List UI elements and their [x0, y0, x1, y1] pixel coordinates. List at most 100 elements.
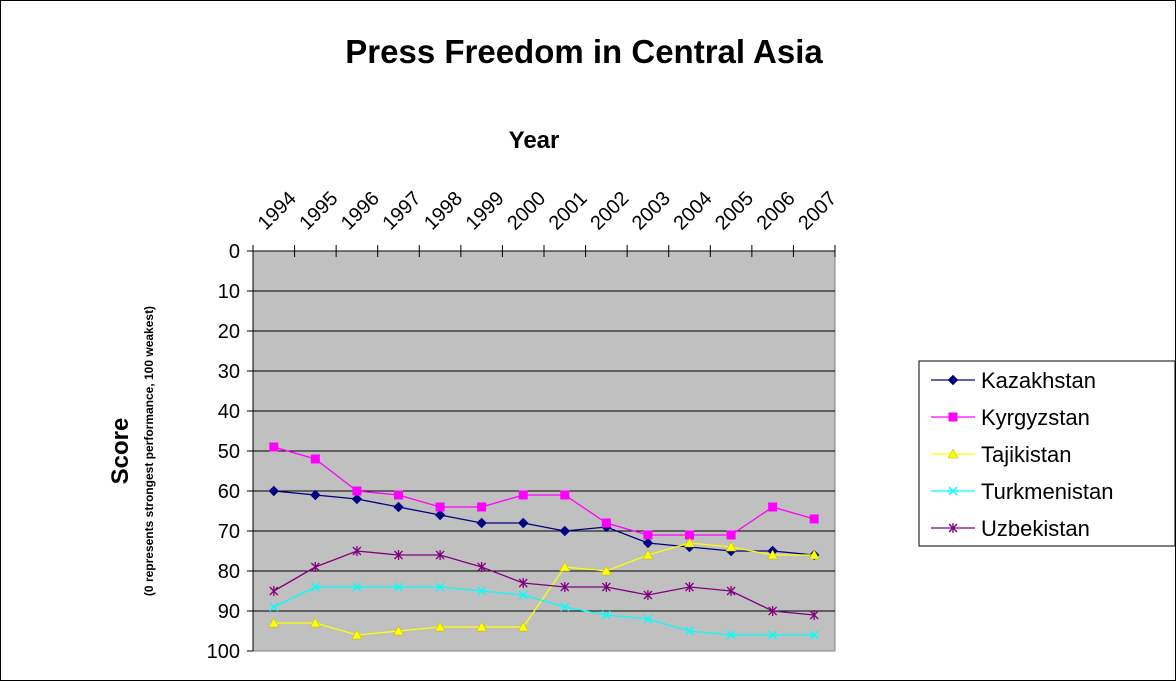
data-point-kazakhstan — [351, 493, 363, 505]
y-tick-label: 20 — [218, 321, 240, 343]
marker-square — [269, 442, 279, 452]
x-tick-label: 2006 — [753, 188, 800, 235]
marker-diamond — [642, 537, 654, 549]
marker-square — [477, 502, 487, 512]
legend-label-kyrgyzstan: Kyrgyzstan — [981, 405, 1090, 430]
data-point-kyrgyzstan — [477, 502, 487, 512]
marker-square — [726, 530, 736, 540]
data-point-kyrgyzstan — [768, 502, 778, 512]
marker-diamond — [393, 501, 404, 513]
legend-marker-kyrgyzstan — [948, 412, 958, 422]
data-point-uzbekistan — [269, 586, 279, 596]
data-point-tajikistan — [351, 629, 363, 640]
legend-marker-tajikistan — [947, 448, 959, 459]
data-point-kazakhstan — [268, 485, 279, 497]
x-tick-label: 1997 — [378, 188, 425, 235]
marker-triangle — [351, 629, 363, 640]
data-point-uzbekistan — [726, 586, 736, 596]
marker-x-stroke — [684, 626, 695, 636]
marker-square — [394, 490, 403, 500]
data-point-kyrgyzstan — [518, 490, 528, 500]
marker-triangle — [947, 448, 959, 459]
data-point-turkmenistan — [768, 630, 778, 640]
series-line-turkmenistan — [273, 586, 815, 636]
marker-diamond — [310, 489, 321, 501]
y-tick-label: 100 — [207, 641, 240, 663]
marker-square — [352, 486, 362, 496]
marker-x-stroke — [643, 614, 653, 624]
marker-square — [948, 412, 958, 422]
y-tick-label: 10 — [218, 281, 240, 303]
data-point-kazakhstan — [559, 525, 570, 537]
marker-triangle — [309, 617, 321, 628]
legend-marker-turkmenistan — [948, 486, 958, 496]
marker-x-stroke — [477, 586, 487, 596]
x-tick-label: 2000 — [503, 188, 550, 235]
data-point-kazakhstan — [434, 509, 446, 521]
data-point-uzbekistan — [310, 562, 320, 572]
data-point-kazakhstan — [518, 517, 529, 529]
data-point-tajikistan — [808, 549, 820, 560]
y-tick-label: 90 — [218, 601, 240, 623]
marker-x-stroke — [310, 582, 320, 592]
data-point-turkmenistan — [518, 590, 528, 600]
series-line-kazakhstan — [273, 490, 815, 556]
marker-triangle — [642, 549, 654, 560]
marker-triangle — [393, 625, 404, 636]
marker-triangle — [559, 561, 571, 572]
marker-x-stroke — [768, 630, 778, 640]
data-point-kyrgyzstan — [352, 486, 362, 496]
data-point-tajikistan — [767, 549, 779, 560]
data-point-uzbekistan — [394, 550, 403, 560]
data-point-tajikistan — [725, 541, 737, 552]
y-tick-label: 70 — [218, 521, 240, 543]
legend-label-turkmenistan: Turkmenistan — [981, 479, 1113, 504]
data-point-turkmenistan — [601, 610, 611, 620]
data-point-turkmenistan — [560, 602, 570, 612]
data-point-kyrgyzstan — [809, 514, 819, 524]
legend: Kazakhstan Kyrgyzstan Tajikistan Turkmenist… — [918, 360, 1176, 547]
data-point-turkmenistan — [643, 614, 653, 624]
marker-x-stroke — [393, 582, 404, 592]
data-point-tajikistan — [517, 621, 529, 632]
data-point-turkmenistan — [726, 630, 736, 640]
marker-square — [310, 454, 320, 464]
marker-diamond — [559, 525, 570, 537]
data-point-uzbekistan — [643, 590, 653, 600]
data-point-turkmenistan — [809, 630, 819, 640]
data-point-kyrgyzstan — [310, 454, 320, 464]
data-point-uzbekistan — [601, 582, 611, 592]
x-tick-label: 2002 — [586, 188, 633, 235]
data-point-turkmenistan — [352, 582, 362, 592]
data-point-turkmenistan — [269, 602, 279, 612]
y-tick-label: 80 — [218, 561, 240, 583]
data-point-tajikistan — [393, 625, 404, 636]
data-point-kazakhstan — [310, 489, 321, 501]
marker-diamond — [947, 374, 959, 386]
data-point-tajikistan — [559, 561, 571, 572]
marker-square — [809, 514, 819, 524]
marker-triangle — [684, 537, 695, 548]
marker-diamond — [476, 517, 487, 529]
data-point-tajikistan — [600, 565, 612, 576]
marker-diamond — [268, 485, 279, 497]
y-tick-label: 60 — [218, 481, 240, 503]
marker-diamond — [518, 517, 529, 529]
data-point-uzbekistan — [768, 606, 778, 616]
data-point-uzbekistan — [685, 582, 694, 592]
marker-x-stroke — [518, 590, 528, 600]
marker-triangle — [476, 621, 488, 632]
data-point-kazakhstan — [393, 501, 404, 513]
y-tick-label: 40 — [218, 401, 240, 423]
legend-label-tajikistan: Tajikistan — [981, 442, 1071, 467]
marker-x-stroke — [948, 486, 958, 496]
data-point-kyrgyzstan — [726, 530, 736, 540]
marker-x-stroke — [435, 582, 445, 592]
y-axis-subtitle: (0 represents strongest performance, 100… — [142, 306, 156, 596]
marker-triangle — [767, 549, 779, 560]
marker-diamond — [351, 493, 363, 505]
data-point-kazakhstan — [642, 537, 654, 549]
marker-x-stroke — [269, 602, 279, 612]
data-point-kyrgyzstan — [560, 490, 570, 500]
